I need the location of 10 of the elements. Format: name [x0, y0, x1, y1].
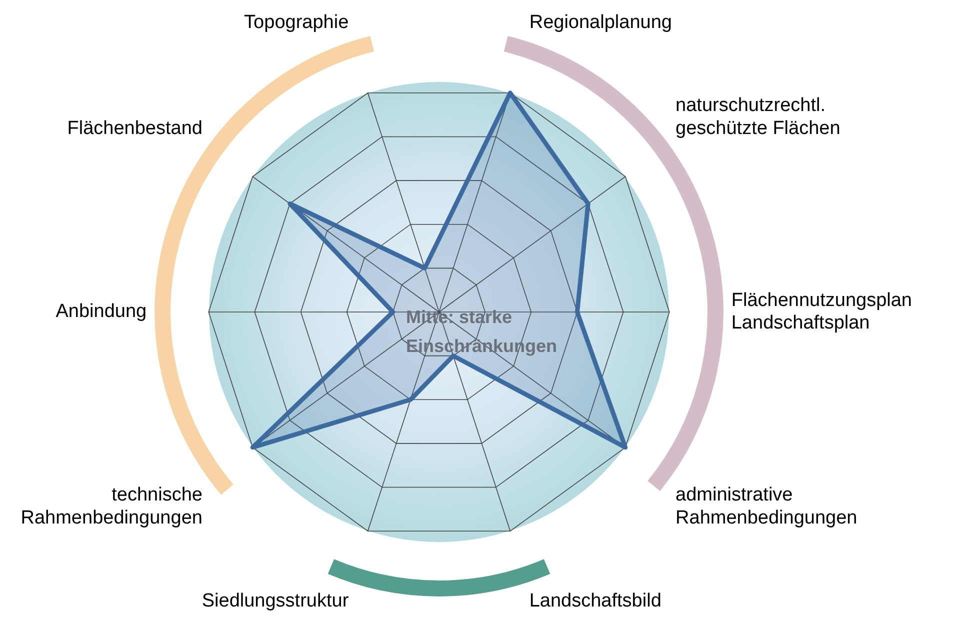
spoke-label: Flächennutzungsplan Landschaftsplan: [731, 290, 912, 334]
spoke-label: Siedlungsstruktur: [202, 590, 350, 612]
spoke-label: technische Rahmenbedingungen: [20, 484, 202, 528]
spoke-label: Regionalplanung: [529, 12, 672, 33]
spoke-label: Anbindung: [56, 301, 147, 322]
spoke-label: Topographie: [244, 12, 349, 33]
spoke-label: administrative Rahmenbedingungen: [676, 484, 858, 528]
spoke-label: naturschutzrechtl. geschützte Flächen: [676, 95, 840, 139]
spoke-label: Landschaftsbild: [529, 590, 662, 612]
spoke-label: Flächenbestand: [67, 118, 202, 139]
